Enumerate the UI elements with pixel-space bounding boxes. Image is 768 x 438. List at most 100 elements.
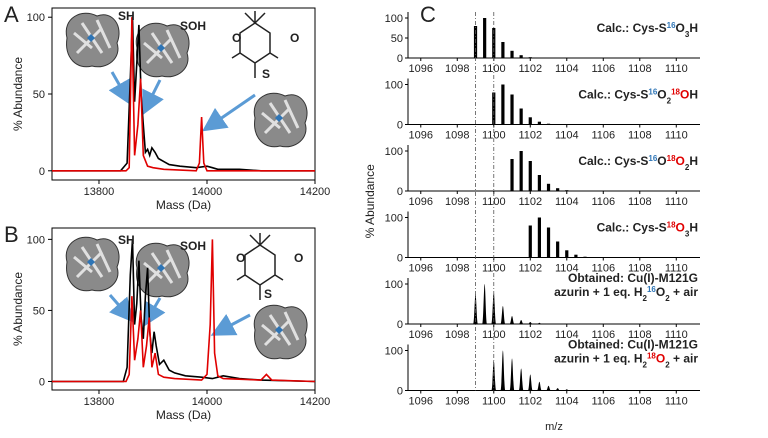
bar	[537, 121, 541, 125]
annotation-part: H	[689, 154, 698, 168]
x-tick-label: 1102	[518, 63, 542, 75]
bar	[556, 188, 560, 191]
bar	[519, 151, 523, 191]
annotation: O	[232, 31, 241, 45]
x-tick-label: 1098	[445, 63, 469, 75]
annotation-part: 2	[685, 163, 690, 172]
y-tick-label: 0	[39, 166, 45, 178]
y-tick-label: 100	[385, 80, 403, 92]
annotation: SOH	[180, 239, 206, 253]
annotation-part: + air	[670, 285, 699, 299]
annotation-part: O	[657, 88, 666, 102]
x-tick-label: 1104	[555, 329, 579, 341]
y-tick-label: 100	[27, 234, 45, 246]
annotation-part: O	[676, 21, 685, 35]
bar	[519, 55, 523, 58]
peak	[564, 389, 570, 391]
x-tick-label: 1100	[482, 329, 506, 341]
x-tick-label: 14200	[300, 396, 331, 408]
annotation-part: O	[676, 154, 685, 168]
annotation: azurin + 1 eq. H218O2 + air	[554, 351, 698, 369]
x-tick-label: 1110	[665, 63, 688, 75]
protein-art	[64, 10, 309, 361]
bar	[574, 254, 578, 258]
x-tick-label: 1106	[591, 329, 615, 341]
annotation-part: 3	[685, 229, 690, 238]
annotation-part: H	[689, 221, 698, 235]
peak	[518, 320, 524, 324]
peak	[509, 316, 515, 324]
x-tick-label: 1106	[591, 196, 615, 208]
x-axis-label: Mass (Da)	[156, 408, 211, 422]
y-tick-label: 100	[385, 13, 403, 25]
annotation-part: 3	[685, 30, 690, 39]
annotation-part: 18	[667, 154, 676, 163]
annotation-part: 2	[667, 96, 672, 105]
panel-letter: B	[4, 222, 19, 247]
x-tick-label: 14000	[192, 186, 223, 198]
y-axis-label: % Abundance	[11, 272, 25, 346]
annotation-part: azurin + 1 eq. H	[554, 352, 642, 366]
annotation-part: Obtained: Cu(I)-M121G	[568, 338, 698, 352]
x-tick-label: 1104	[555, 130, 579, 142]
x-tick-label: 1096	[409, 63, 433, 75]
x-tick-label: 1106	[591, 130, 615, 142]
peak	[537, 322, 542, 324]
x-tick-label: 1108	[628, 130, 652, 142]
x-tick-label: 1108	[628, 63, 652, 75]
annotation-part: 18	[647, 351, 656, 360]
peak	[500, 350, 506, 391]
peak	[537, 381, 542, 391]
annotation-part: azurin + 1 eq. H	[554, 285, 642, 299]
peak	[546, 385, 551, 391]
bar	[483, 18, 487, 58]
peak	[518, 368, 524, 391]
y-tick-label: 0	[397, 186, 403, 198]
x-tick-label: 13800	[84, 396, 115, 408]
bar	[546, 123, 551, 125]
x-axis-label: m/z	[545, 421, 563, 433]
annotation: Calc.: Cys-S18O3H	[597, 220, 698, 238]
x-tick-label: 1104	[555, 396, 579, 408]
bar	[510, 50, 514, 58]
bar	[528, 161, 532, 191]
y-axis-label: % Abundance	[363, 164, 377, 238]
bar	[565, 250, 569, 258]
x-tick-label: 1096	[409, 196, 433, 208]
panel-letter: C	[420, 2, 436, 27]
annotation-part: 16	[647, 285, 656, 294]
annotation-part: H	[689, 21, 698, 35]
peak	[509, 358, 515, 391]
annotation-part: Calc.: Cys-S	[597, 221, 667, 235]
annotation-part: 18	[671, 87, 680, 96]
y-tick-label: 100	[27, 12, 45, 24]
x-tick-label: 13800	[84, 186, 115, 198]
x-tick-label: 1098	[445, 196, 469, 208]
annotation-part: 2	[642, 294, 647, 303]
bar	[583, 256, 587, 258]
x-tick-label: 1110	[665, 396, 688, 408]
x-tick-label: 1110	[665, 263, 688, 275]
annotation: Calc.: Cys-S16O218OH	[578, 87, 698, 105]
x-axis-label: Mass (Da)	[156, 198, 211, 212]
annotation-part: H	[689, 88, 698, 102]
x-tick-label: 1098	[445, 130, 469, 142]
panel-letter: A	[4, 2, 19, 27]
annotation-part: Calc.: Cys-S	[578, 154, 648, 168]
bar	[519, 108, 523, 125]
x-tick-label: 14000	[192, 396, 223, 408]
annotation: SH	[118, 9, 135, 23]
annotation-part: 2	[642, 360, 647, 369]
x-tick-label: 1108	[628, 396, 652, 408]
peak	[500, 306, 506, 324]
bar	[546, 183, 551, 191]
x-tick-label: 1102	[518, 396, 542, 408]
y-tick-label: 50	[33, 89, 45, 101]
bar	[501, 42, 505, 58]
x-tick-label: 1110	[665, 329, 688, 341]
annotation-part: 16	[648, 87, 657, 96]
annotation: SOH	[180, 19, 206, 33]
annotation-part: Obtained: Cu(I)-M121G	[568, 271, 698, 285]
